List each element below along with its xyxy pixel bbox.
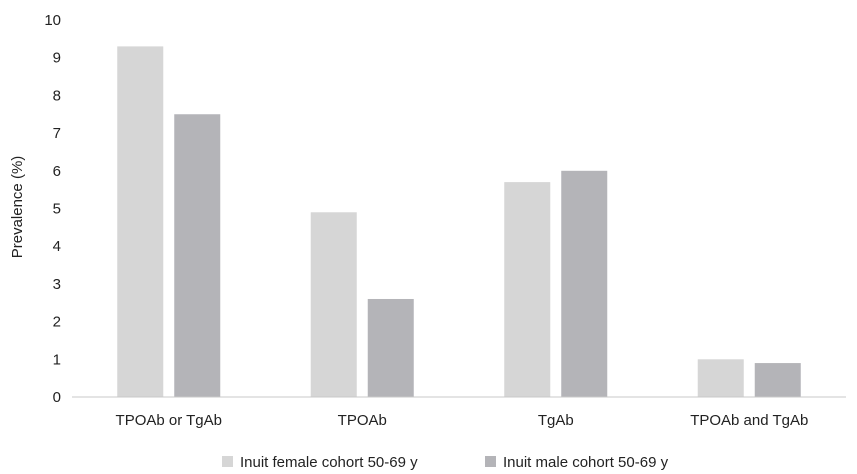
y-axis-label: Prevalence (%)	[9, 156, 26, 259]
y-tick-label: 0	[53, 389, 61, 406]
bar-female-2	[504, 182, 551, 397]
legend-label-female: Inuit female cohort 50-69 y	[240, 454, 418, 471]
y-tick-label: 9	[53, 50, 61, 67]
y-tick-label: 4	[53, 238, 61, 255]
x-tick-label: TgAb	[538, 412, 574, 429]
y-tick-label: 10	[44, 12, 61, 29]
y-tick-label: 1	[53, 351, 61, 368]
legend: Inuit female cohort 50-69 y Inuit male c…	[222, 454, 669, 471]
legend-swatch-female	[222, 456, 233, 467]
bar-male-2	[561, 170, 608, 397]
y-tick-label: 5	[53, 201, 61, 218]
x-axis-ticks: TPOAb or TgAb TPOAb TgAb TPOAb and TgAb	[116, 412, 809, 429]
bar-male-3	[754, 363, 801, 397]
y-tick-label: 2	[53, 314, 61, 331]
bars	[117, 46, 801, 397]
bar-female-1	[310, 212, 357, 397]
bar-female-0	[117, 46, 164, 397]
bar-male-1	[367, 298, 414, 397]
y-tick-label: 7	[53, 125, 61, 142]
bar-male-0	[174, 114, 221, 397]
x-tick-label: TPOAb	[338, 412, 387, 429]
y-axis-ticks: 0 1 2 3 4 5 6 7 8 9 10	[44, 12, 61, 406]
bar-female-3	[697, 359, 744, 397]
y-tick-label: 3	[53, 276, 61, 293]
legend-swatch-male	[485, 456, 496, 467]
x-tick-label: TPOAb and TgAb	[690, 412, 808, 429]
x-tick-label: TPOAb or TgAb	[116, 412, 222, 429]
y-tick-label: 8	[53, 87, 61, 104]
y-tick-label: 6	[53, 163, 61, 180]
legend-label-male: Inuit male cohort 50-69 y	[503, 454, 669, 471]
